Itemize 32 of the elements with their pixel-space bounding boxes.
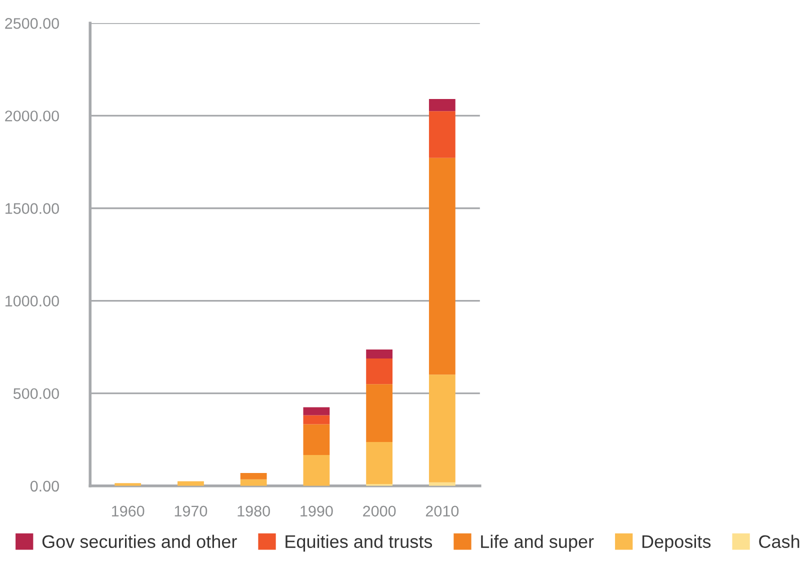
legend-label: Cash	[759, 534, 800, 548]
bar	[366, 349, 393, 359]
x-tick-label: 2010	[426, 506, 459, 517]
y-tick-label: 1500.00	[6, 203, 59, 214]
bar	[240, 479, 267, 486]
legend-label: Equities and trusts	[286, 534, 432, 552]
legend-label: Gov securities and other	[42, 534, 237, 548]
legend-label: Life and super	[481, 534, 594, 552]
bar	[366, 384, 393, 442]
y-tick-label: 2000.00	[5, 110, 59, 122]
x-tick-label: 2000	[363, 506, 396, 517]
x-tick-label: 1970	[174, 506, 208, 517]
bar	[428, 374, 456, 482]
y-tick-label: 2500.00	[5, 18, 59, 29]
bar	[303, 424, 330, 455]
bar	[240, 472, 267, 480]
y-tick-label: 500.00	[13, 388, 59, 400]
bar	[428, 111, 456, 158]
bar	[366, 442, 393, 484]
legend-label: Deposits	[642, 534, 711, 552]
bar	[303, 454, 330, 486]
y-tick-label: 0.00	[30, 480, 59, 492]
bar	[428, 99, 456, 112]
x-tick-label: 1990	[300, 506, 333, 517]
bar	[303, 407, 330, 416]
bar	[114, 483, 142, 486]
x-tick-label: 1960	[112, 506, 144, 517]
bar	[366, 358, 393, 384]
y-tick-label: 1000.00	[6, 296, 59, 306]
bar	[303, 415, 330, 424]
x-tick-label: 1980	[238, 506, 270, 517]
bar	[428, 158, 456, 375]
